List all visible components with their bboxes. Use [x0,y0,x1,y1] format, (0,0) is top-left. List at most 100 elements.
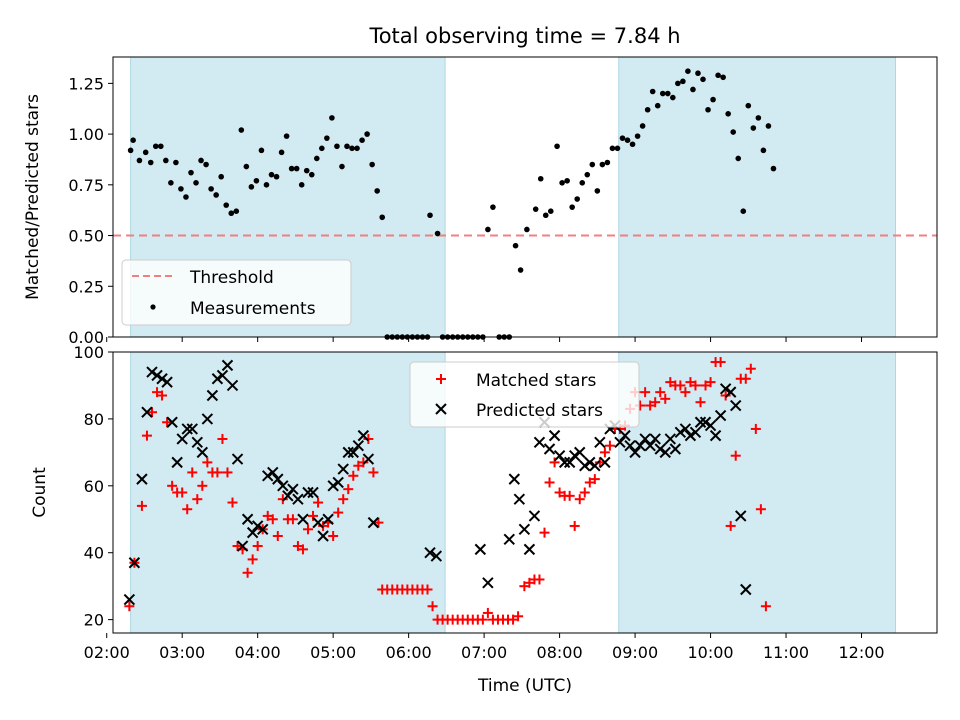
matched-star-point [177,487,188,498]
matched-star-point [740,373,751,384]
predicted-star-point [614,436,626,449]
predicted-star-point [482,577,494,589]
matched-star-point [212,467,223,478]
measurement-point [369,161,375,168]
predicted-star-point [196,446,209,459]
predicted-star-point [236,540,249,552]
matched-star-point [482,607,493,618]
measurement-point [188,169,194,176]
measurement-point [374,188,380,194]
count-panel: 20 40 60 80 100 02:00 03:00 04:00 05:00 06:00 07:… [30,343,938,696]
matched-star-point [277,494,288,505]
matched-star-point [524,577,535,588]
matched-star-point [333,507,344,518]
measurement-point [268,171,275,178]
predicted-star-point [267,466,279,479]
measurement-point [690,86,696,93]
matched-star-point [427,601,438,612]
ratio-panel-x-ticks [106,337,863,342]
predicted-star-point [191,436,203,449]
predicted-star-point [694,416,707,428]
measurement-point [303,167,310,174]
predicted-star-point [136,473,148,485]
matched-star-point [675,380,686,391]
measurement-point [349,145,355,152]
measurement-point [248,184,255,190]
x-tick-label: 08:00 [537,643,583,662]
predicted-star-point [312,516,324,529]
measurement-point [554,143,560,150]
predicted-star-point [282,490,294,502]
predicted-star-point [357,429,370,442]
predicted-star-point [151,369,163,382]
measurement-point [517,267,524,273]
measurement-point [685,68,691,75]
measurement-point [695,70,701,77]
matched-star-point [604,440,615,451]
measurement-point [339,163,345,170]
measurement-point [710,96,716,103]
measurement-point [675,80,681,87]
legend-x-marker [435,403,447,415]
matched-star-point [167,480,178,491]
predicted-star-point [342,446,354,459]
x-axis-label: Time (UTC) [477,676,572,696]
x-tick-label: 07:00 [461,643,507,662]
measurement-point [654,102,661,109]
predicted-star-point [508,473,521,485]
ratio-y-axis-label: Matched/Predicted stars [23,94,43,300]
predicted-star-point [277,480,289,492]
predicted-star-point [206,389,219,402]
predicted-star-point [156,373,168,385]
legend-plus-marker [436,374,446,384]
x-tick-label: 06:00 [386,643,432,662]
measurement-point [208,186,214,192]
x-tick-label: 03:00 [159,643,205,662]
measurement-point [168,179,174,186]
measurement-point [218,173,224,180]
matched-star-point [690,380,701,391]
predicted-star-point [644,439,656,452]
matched-star-point [197,480,208,491]
legend-predicted-swatch [435,403,447,415]
predicted-star-point [589,460,601,472]
matched-star-point [755,504,766,515]
measurement-point [664,90,671,97]
predicted-star-point [221,359,234,372]
measurement-point [152,143,159,150]
predicted-star-point [337,463,349,475]
predicted-star-point [146,366,158,378]
measurement-point [629,141,636,148]
predicted-star-point [246,526,259,539]
measurement-point [213,192,219,198]
count-legend-box [409,361,640,428]
measurement-point [434,230,441,237]
predicted-star-point [704,419,717,432]
y-tick-label: 40 [84,544,104,563]
matched-star-point [750,423,761,434]
matched-star-point [318,520,329,531]
predicted-star-point [553,449,566,462]
ratio-panel-y-ticks: 0.00 0.25 0.50 0.75 1.00 1.25 [68,74,113,347]
measurement-point [649,88,656,95]
y-tick-label: 0.25 [68,277,104,296]
matched-star-point [192,494,203,505]
predicted-star-point [503,533,515,546]
measurement-point [258,147,265,154]
predicted-star-point [659,446,671,459]
predicted-star-point [424,547,436,559]
measurement-point [243,163,250,170]
predicted-star-point [287,483,299,495]
measurement-point [639,123,646,129]
matched-star-point [141,430,152,441]
measurement-point [283,133,290,139]
predicted-star-point [141,406,153,418]
matched-star-point [124,601,135,612]
predicted-star-point [669,443,682,455]
matched-star-point [152,387,163,398]
matched-star-point [574,494,585,505]
measurement-point [427,212,433,219]
measurement-point [263,182,270,188]
y-tick-label: 0.50 [68,227,104,246]
measurement-point [574,196,581,202]
